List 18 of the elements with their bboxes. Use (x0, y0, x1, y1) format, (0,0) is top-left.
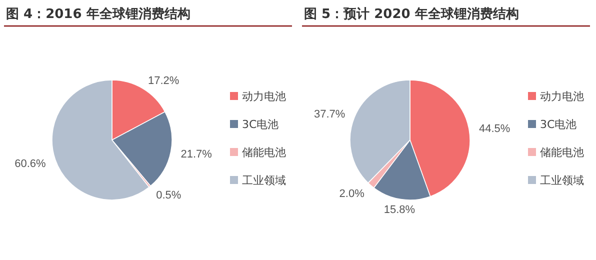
data-label: 0.5% (156, 189, 182, 202)
legend-label: 工业领域 (242, 174, 286, 187)
data-label: 60.6% (14, 158, 46, 170)
legend-label: 储能电池 (242, 146, 286, 159)
legend-label: 工业领域 (540, 174, 584, 187)
legend-label: 3C电池 (242, 118, 279, 131)
data-label: 44.5% (478, 122, 510, 135)
legend-label: 动力电池 (242, 90, 286, 103)
legend-label: 3C电池 (540, 118, 577, 131)
chart-title: 图 4：2016 年全球锂消费结构 (6, 6, 190, 22)
data-label: 37.7% (314, 108, 346, 121)
chart-title: 图 5：预计 2020 年全球锂消费结构 (304, 6, 519, 22)
legend-label: 动力电池 (540, 90, 584, 103)
data-label: 21.7% (180, 148, 212, 160)
data-label: 2.0% (339, 188, 365, 200)
legend-label: 储能电池 (540, 146, 584, 159)
data-label: 15.8% (384, 204, 416, 216)
data-label: 17.2% (148, 74, 180, 87)
